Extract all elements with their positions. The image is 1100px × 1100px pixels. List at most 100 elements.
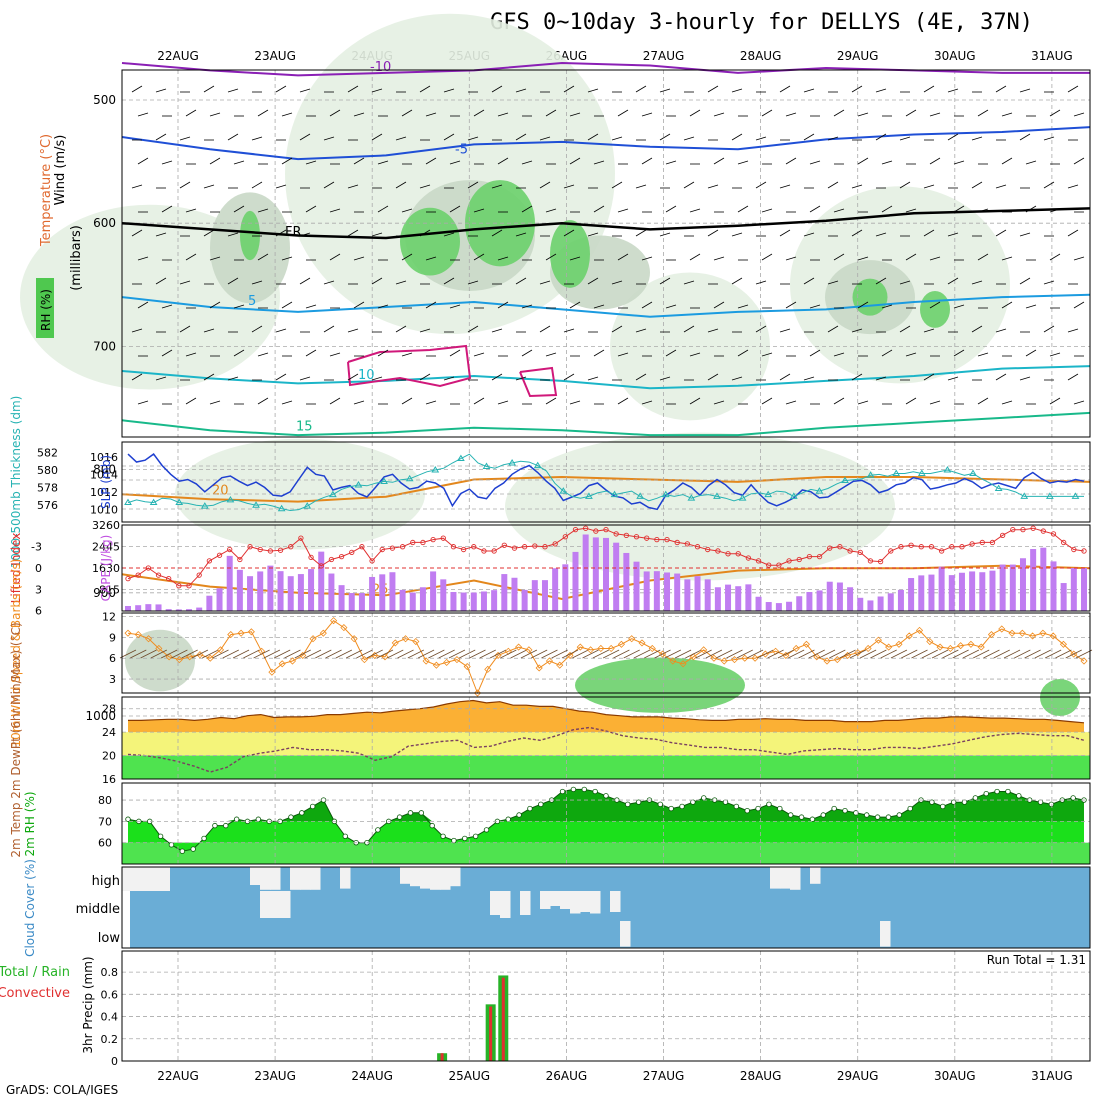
wind-barb xyxy=(443,232,455,237)
cape-bar xyxy=(501,574,508,611)
wind-barb xyxy=(779,85,791,93)
surface-wind-barb xyxy=(541,649,558,659)
wind-barb xyxy=(347,229,359,237)
wind-speed-marker xyxy=(535,664,543,672)
wind-barb xyxy=(731,232,743,237)
cape-bar xyxy=(704,579,711,611)
li-marker xyxy=(440,535,446,541)
rh-marker xyxy=(787,812,794,818)
wind-barb xyxy=(257,397,269,405)
wind-speed-marker xyxy=(216,646,225,654)
wind-barb xyxy=(977,109,989,117)
wind-barb xyxy=(947,88,959,93)
wind-speed-marker xyxy=(915,626,924,634)
wind-barb xyxy=(977,208,989,213)
temp-tick-label: 20 xyxy=(102,750,116,763)
top-day-label: 22AUG xyxy=(157,49,199,63)
surface-wind-barb xyxy=(829,649,846,659)
pressure-tick-label: 1000 xyxy=(85,709,116,723)
wind-barb xyxy=(419,373,431,381)
cloud-frame xyxy=(121,866,1091,949)
bottom-day-label: 27AUG xyxy=(643,1069,685,1083)
isotherm-line xyxy=(121,411,1091,437)
wind-barb xyxy=(401,397,413,405)
surface-wind-barb xyxy=(808,649,825,659)
wind-speed-marker xyxy=(1039,629,1047,637)
rh-marker xyxy=(505,816,511,822)
rh-marker xyxy=(961,799,968,805)
cape-bar xyxy=(135,605,142,611)
wind-barb xyxy=(227,376,239,381)
wind-barb xyxy=(761,109,773,117)
wind-barb xyxy=(689,109,701,117)
wind-speed-marker xyxy=(874,636,882,644)
rh-marker xyxy=(1005,788,1011,795)
wind-barb xyxy=(515,88,527,93)
wind-barb xyxy=(425,301,437,309)
cloud-gap-bar xyxy=(590,891,601,914)
isotherm-label: 5 xyxy=(248,294,256,309)
rh-marker xyxy=(157,833,164,839)
wind-barb xyxy=(491,373,503,381)
li-marker xyxy=(654,536,660,543)
wind-barb xyxy=(203,229,215,237)
footer-credit: GrADS: COLA/IGES xyxy=(6,1083,119,1097)
wind-barb xyxy=(131,328,143,333)
wind-barb xyxy=(689,208,701,213)
rh-marker xyxy=(983,790,989,797)
cape-bar xyxy=(389,572,396,611)
wind-frame xyxy=(121,612,1091,694)
isotherm-label: -5 xyxy=(455,142,468,157)
cape-bar xyxy=(653,571,660,611)
li-marker xyxy=(735,551,741,557)
li-marker xyxy=(338,553,345,560)
cape-bar xyxy=(338,585,345,611)
surface-wind-barb xyxy=(397,649,414,659)
surface-wind-barb xyxy=(962,649,980,659)
wind-barb xyxy=(593,205,605,213)
surface-wind-barb xyxy=(356,649,373,659)
cloud-gap-bar xyxy=(880,921,891,947)
wind-barb xyxy=(593,349,605,357)
li-marker xyxy=(959,544,965,550)
top-day-label: 28AUG xyxy=(740,49,782,63)
cape-bar xyxy=(257,571,264,611)
rh-marker xyxy=(1048,801,1055,808)
wind-barb xyxy=(155,232,167,237)
wind-speed-marker xyxy=(196,651,204,659)
surface-wind-barb xyxy=(602,649,620,659)
wind-barb xyxy=(1043,181,1055,189)
wind-speed-marker xyxy=(926,637,934,646)
isotherm-label: 10 xyxy=(358,368,375,383)
cape-bar xyxy=(247,576,254,611)
cape-tick-label: 3260 xyxy=(92,519,120,532)
rh-marker xyxy=(570,786,577,793)
page-title: GFS 0~10day 3-hourly for DELLYS (4E, 37N… xyxy=(490,10,1034,35)
cape-bar xyxy=(145,604,152,611)
wind-speed-marker xyxy=(710,654,718,662)
li-marker xyxy=(552,541,558,547)
li-marker xyxy=(379,546,385,553)
li-marker xyxy=(1040,528,1046,534)
wind-barb xyxy=(899,181,911,189)
rh-marker xyxy=(733,803,740,810)
cloud-gap-bar xyxy=(430,867,441,890)
surface-wind-barb xyxy=(284,649,301,659)
li-marker xyxy=(776,562,782,568)
cape-bar xyxy=(308,569,315,611)
wind-barb xyxy=(593,304,605,309)
cape-bar xyxy=(796,596,803,611)
cape-bar xyxy=(765,602,772,611)
surface-wind-barb xyxy=(890,649,908,659)
wind-barb xyxy=(353,400,365,405)
cloud-gap-bar xyxy=(560,891,571,909)
wind-barb xyxy=(203,373,215,381)
rh-marker xyxy=(581,786,587,793)
cloud-gap-bar xyxy=(270,867,281,890)
wind-barb xyxy=(1073,400,1085,405)
rh-marker xyxy=(701,795,707,801)
wind-barb xyxy=(539,280,551,285)
rh-marker xyxy=(342,833,348,839)
rh-marker xyxy=(223,822,229,829)
wind-barb xyxy=(329,397,341,405)
